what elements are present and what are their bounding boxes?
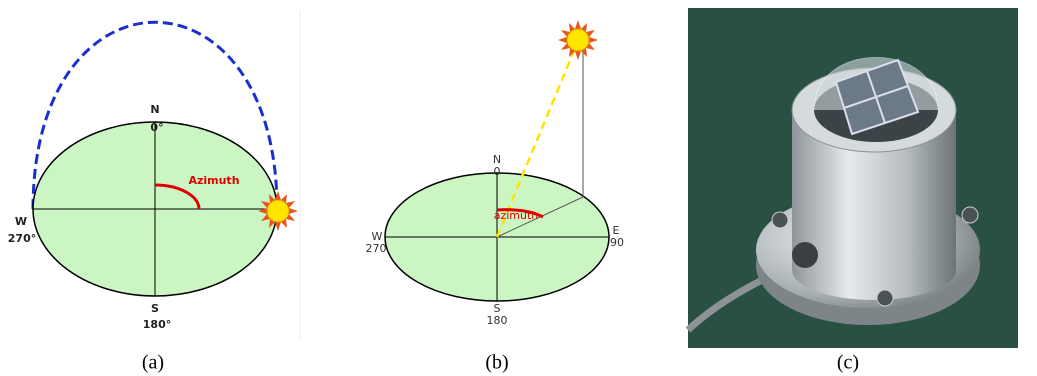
screw <box>962 207 978 223</box>
panel-a: Azimuth N 0° W 270° S 180° <box>8 22 298 331</box>
panel-b: azimuth N 0 W 270 E 90 S 180 <box>366 20 625 327</box>
screw <box>772 212 788 228</box>
south-label: S <box>151 302 159 315</box>
south-degree: 180 <box>487 314 508 327</box>
panel-c <box>688 8 1018 348</box>
figure: Azimuth N 0° W 270° S 180° azimuth N 0 W… <box>0 0 1037 376</box>
north-degree: 0 <box>494 165 501 178</box>
caption: (b) <box>485 352 508 374</box>
connector <box>792 242 818 268</box>
south-degree: 180° <box>143 318 171 331</box>
body-bottom <box>792 240 956 300</box>
east-degree: 90 <box>610 236 624 249</box>
azimuth-label: azimuth <box>494 209 539 222</box>
north-degree: 0° <box>150 121 163 134</box>
west-label: W <box>15 215 27 228</box>
caption: (a) <box>142 352 164 374</box>
west-degree: 270° <box>8 232 36 245</box>
caption: (c) <box>837 352 859 374</box>
screw <box>877 290 893 306</box>
azimuth-label: Azimuth <box>188 174 239 187</box>
north-label: N <box>150 103 159 116</box>
west-degree: 270 <box>366 242 387 255</box>
sun <box>558 20 598 60</box>
